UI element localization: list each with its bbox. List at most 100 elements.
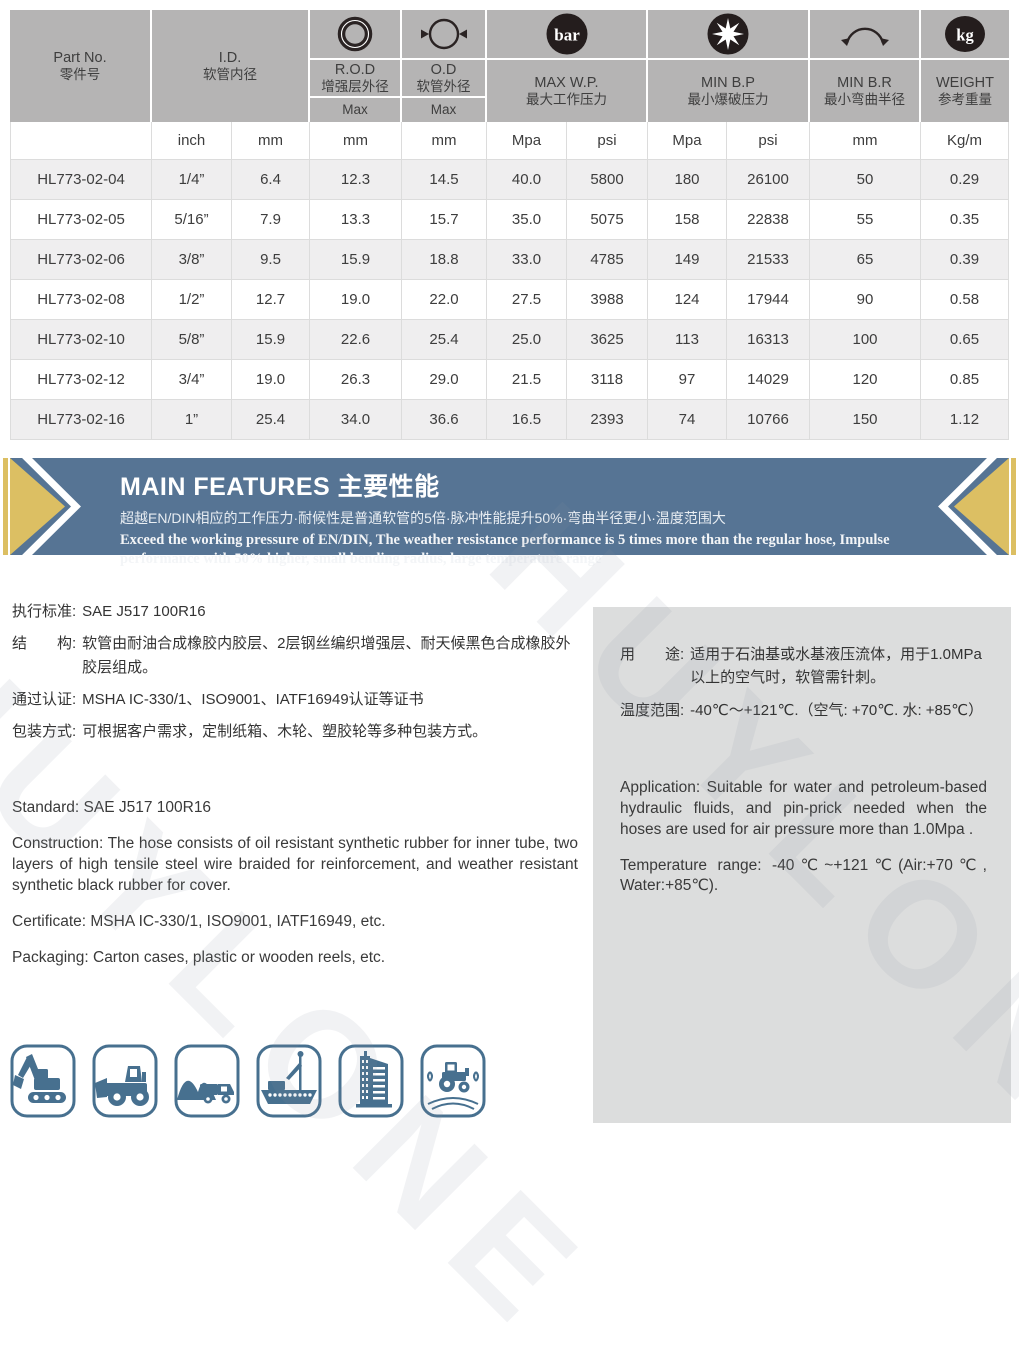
col-header-od: O.D 软管外径 (402, 60, 485, 96)
wheel-loader-icon (92, 1044, 158, 1118)
table-cell: 25.0 (487, 320, 567, 360)
col-header-rod-max: Max (310, 98, 400, 122)
table-cell: 180 (648, 160, 727, 200)
spec-item-temperature-cn: 温度范围: -40℃～+121℃.（空气: +70℃. 水: +85℃） (620, 701, 984, 719)
table-cell: HL773-02-08 (10, 280, 152, 320)
table-cell: 1/4” (152, 160, 232, 200)
spec-item-construction: 结 构: 软管由耐油合成橡胶内胶层、2层钢丝编织增强层、耐天候黑色合成橡胶外胶层… (12, 635, 571, 676)
table-cell: 158 (648, 200, 727, 240)
table-cell: 36.6 (402, 400, 487, 440)
table-cell: 3625 (567, 320, 648, 360)
bar-icon-text: bar (554, 26, 580, 45)
table-cell: 33.0 (487, 240, 567, 280)
col-header-weight: WEIGHT 参考重量 (921, 60, 1009, 122)
dump-truck-icon (174, 1044, 240, 1118)
table-cell: 27.5 (487, 280, 567, 320)
spec-item-standard: 执行标准: SAE J517 100R16 (12, 603, 206, 620)
spec-item-application-cn: 用 途: 适用于石油基或水基液压流体，用于1.0MPa以上的空气时，软管需针刺。 (620, 646, 982, 687)
table-cell: 15.9 (232, 320, 310, 360)
packaging-paragraph: Packaging: Carton cases, plastic or wood… (12, 948, 386, 966)
banner-left-stripe (3, 458, 8, 555)
table-cell: 19.0 (310, 280, 402, 320)
spec-table: Part No. 零件号 I.D. 软管内径 R.O.D 增强层外径 Max (10, 10, 1009, 440)
table-cell: 14.5 (402, 160, 487, 200)
table-cell: 1.12 (921, 400, 1009, 440)
table-cell: 150 (810, 400, 921, 440)
table-cell: 0.39 (921, 240, 1009, 280)
outer-diameter-icon (402, 10, 485, 58)
hose-ring-cross-section-icon (310, 10, 400, 58)
table-cell: 120 (810, 360, 921, 400)
table-cell: 100 (810, 320, 921, 360)
table-cell: 149 (648, 240, 727, 280)
table-cell: 19.0 (232, 360, 310, 400)
table-cell: 1” (152, 400, 232, 440)
unit-cell: Kg/m (921, 122, 1009, 160)
table-cell: 0.35 (921, 200, 1009, 240)
en-application-block: Application: Suitable for water and petr… (620, 778, 987, 898)
table-cell: 2393 (567, 400, 648, 440)
application-icons (10, 1042, 486, 1120)
table-cell: 13.3 (310, 200, 402, 240)
table-cell: 0.29 (921, 160, 1009, 200)
building-icon (338, 1044, 404, 1118)
table-cell: 14029 (727, 360, 810, 400)
excavator-icon (10, 1044, 76, 1118)
banner-background (10, 458, 1009, 555)
table-cell: 16.5 (487, 400, 567, 440)
temperature-paragraph: Temperature range: -40℃~+121℃(Air:+70℃, … (620, 856, 987, 895)
table-cell: 5/8” (152, 320, 232, 360)
part-no-en: Part No. (53, 49, 107, 66)
table-cell: HL773-02-06 (10, 240, 152, 280)
table-cell: 22.0 (402, 280, 487, 320)
table-cell: 4785 (567, 240, 648, 280)
spec-table-header: Part No. 零件号 I.D. 软管内径 R.O.D 增强层外径 Max (10, 10, 1009, 122)
bar-pressure-icon: bar (487, 10, 646, 58)
catalog-page: Part No. 零件号 I.D. 软管内径 R.O.D 增强层外径 Max (0, 10, 1019, 1367)
table-cell: 29.0 (402, 360, 487, 400)
table-cell: 7.9 (232, 200, 310, 240)
table-cell: 18.8 (402, 240, 487, 280)
spec-table-body: inch mm mm mm Mpa psi Mpa psi mm Kg/m HL773-02-04 1… (10, 122, 1009, 440)
table-cell: 16313 (727, 320, 810, 360)
table-cell: 124 (648, 280, 727, 320)
construction-paragraph: Construction: The hose consists of oil r… (12, 834, 578, 894)
standard-paragraph: Standard: SAE J517 100R16 (12, 799, 212, 816)
col-header-id: I.D. 软管内径 (152, 10, 308, 122)
kg-icon-text: kg (956, 26, 974, 45)
unit-cell: Mpa (487, 122, 567, 160)
table-cell: 50 (810, 160, 921, 200)
unit-cell: psi (567, 122, 648, 160)
table-cell: 10766 (727, 400, 810, 440)
bend-radius-icon (810, 10, 919, 58)
table-cell: 3/4” (152, 360, 232, 400)
table-cell: 1/2” (152, 280, 232, 320)
cargo-ship-icon (256, 1044, 322, 1118)
table-cell: 6.4 (232, 160, 310, 200)
table-cell: 0.58 (921, 280, 1009, 320)
kg-weight-icon: kg (921, 10, 1009, 58)
table-cell: 25.4 (232, 400, 310, 440)
banner-subtitle-en: Exceed the working pressure of EN/DIN, T… (120, 532, 890, 567)
banner-subtitle-cn: 超越EN/DIN相应的工作压力·耐候性是普通软管的5倍·脉冲性能提升50%·弯曲… (120, 510, 726, 526)
col-header-rod: R.O.D 增强层外径 (310, 60, 400, 96)
banner-right-chevron-icon (938, 458, 1009, 555)
col-header-min-bp: MIN B.P 最小爆破压力 (648, 60, 808, 122)
unit-cell (10, 122, 152, 160)
spec-item-certificate: 通过认证: MSHA IC-330/1、ISO9001、IATF16949认证等… (12, 690, 424, 708)
table-cell: 26100 (727, 160, 810, 200)
en-spec-block: Standard: SAE J517 100R16 Construction: … (12, 798, 578, 984)
unit-cell: mm (232, 122, 310, 160)
table-cell: 3/8” (152, 240, 232, 280)
table-cell: 3988 (567, 280, 648, 320)
col-header-min-br: MIN B.R 最小弯曲半径 (810, 60, 919, 122)
part-no-cn: 零件号 (59, 66, 101, 82)
table-cell: 26.3 (310, 360, 402, 400)
table-cell: 25.4 (402, 320, 487, 360)
table-cell: 3118 (567, 360, 648, 400)
table-cell: 15.9 (310, 240, 402, 280)
table-cell: HL773-02-05 (10, 200, 152, 240)
application-paragraph: Application: Suitable for water and petr… (620, 778, 987, 838)
table-cell: 22838 (727, 200, 810, 240)
table-cell: 21533 (727, 240, 810, 280)
